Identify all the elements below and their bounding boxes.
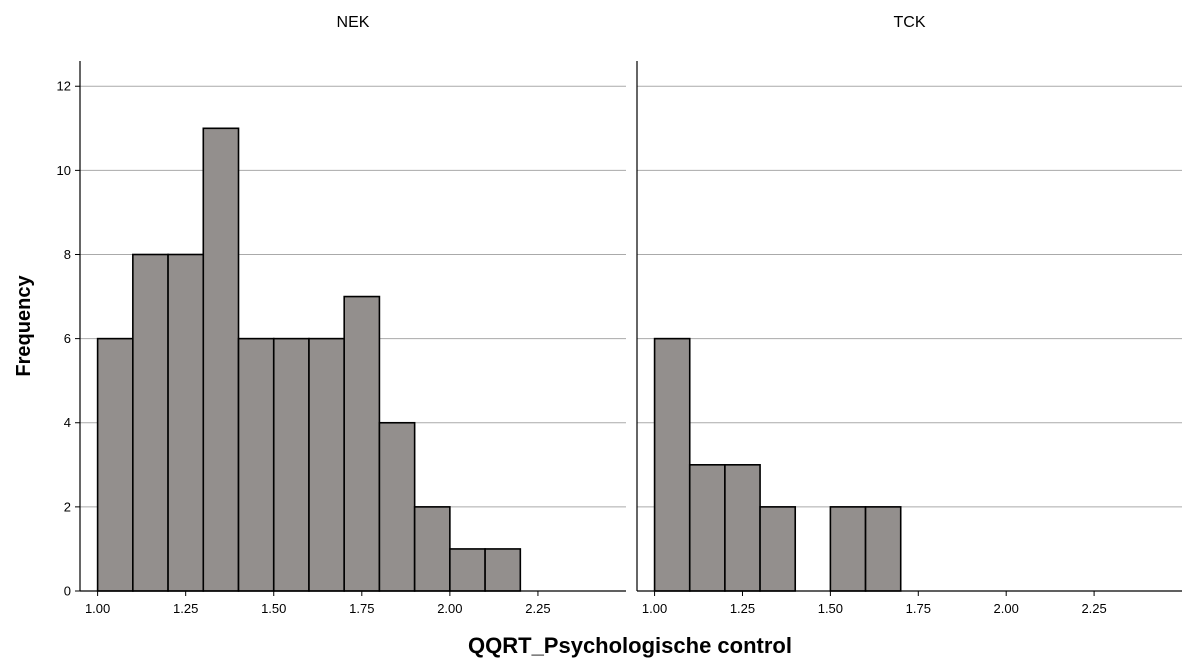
y-tick-label-12: 12 <box>57 79 71 94</box>
y-tick-label-10: 10 <box>57 163 71 178</box>
x-tick-label-nek-4: 2.00 <box>437 601 462 616</box>
axes-layer <box>75 61 1182 596</box>
bar-nek-11 <box>449 548 486 592</box>
panel-title-tck: TCK <box>894 14 926 31</box>
bar-nek-9 <box>378 421 416 592</box>
x-axis-title: QQRT_Psychologische control <box>468 633 792 658</box>
bar-tck-1 <box>653 337 691 592</box>
y-tick-label-0: 0 <box>64 584 71 599</box>
x-tick-label-nek-0: 1.00 <box>85 601 110 616</box>
x-tick-label-nek-2: 1.50 <box>261 601 286 616</box>
y-tick-label-8: 8 <box>64 247 71 262</box>
x-tick-label-tck-0: 1.00 <box>642 601 667 616</box>
y-tick-label-4: 4 <box>64 415 71 430</box>
bar-nek-4 <box>202 127 240 592</box>
bar-nek-10 <box>413 506 451 592</box>
x-tick-label-tck-1: 1.25 <box>730 601 755 616</box>
bar-tck-6 <box>864 506 902 592</box>
x-tick-label-tck-4: 2.00 <box>994 601 1019 616</box>
x-tick-label-tck-5: 2.25 <box>1081 601 1106 616</box>
x-tick-label-tck-2: 1.50 <box>818 601 843 616</box>
x-tick-label-nek-3: 1.75 <box>349 601 374 616</box>
x-tick-label-tck-3: 1.75 <box>906 601 931 616</box>
y-tick-label-6: 6 <box>64 331 71 346</box>
bar-nek-5 <box>237 337 275 592</box>
bar-tck-3 <box>724 464 761 592</box>
bar-nek-3 <box>167 253 205 592</box>
bar-nek-12 <box>484 548 522 592</box>
bars-layer <box>96 127 902 592</box>
x-tick-label-nek-1: 1.25 <box>173 601 198 616</box>
bar-nek-8 <box>343 295 381 592</box>
bar-nek-6 <box>272 337 310 592</box>
y-axis-title: Frequency <box>13 275 35 377</box>
x-tick-label-nek-5: 2.25 <box>525 601 550 616</box>
bar-tck-5 <box>829 506 867 592</box>
bar-nek-7 <box>308 337 345 592</box>
panel-title-nek: NEK <box>337 14 370 31</box>
bar-nek-1 <box>96 337 134 592</box>
bar-nek-2 <box>132 253 169 592</box>
y-tick-label-2: 2 <box>64 499 71 514</box>
bar-tck-2 <box>688 464 726 592</box>
bar-tck-4 <box>759 506 797 592</box>
labels-layer: 1.00 1.25 1.50 1.75 2.00 2.25 NEK 1.00 1.25 1.50 1… <box>57 14 1107 616</box>
